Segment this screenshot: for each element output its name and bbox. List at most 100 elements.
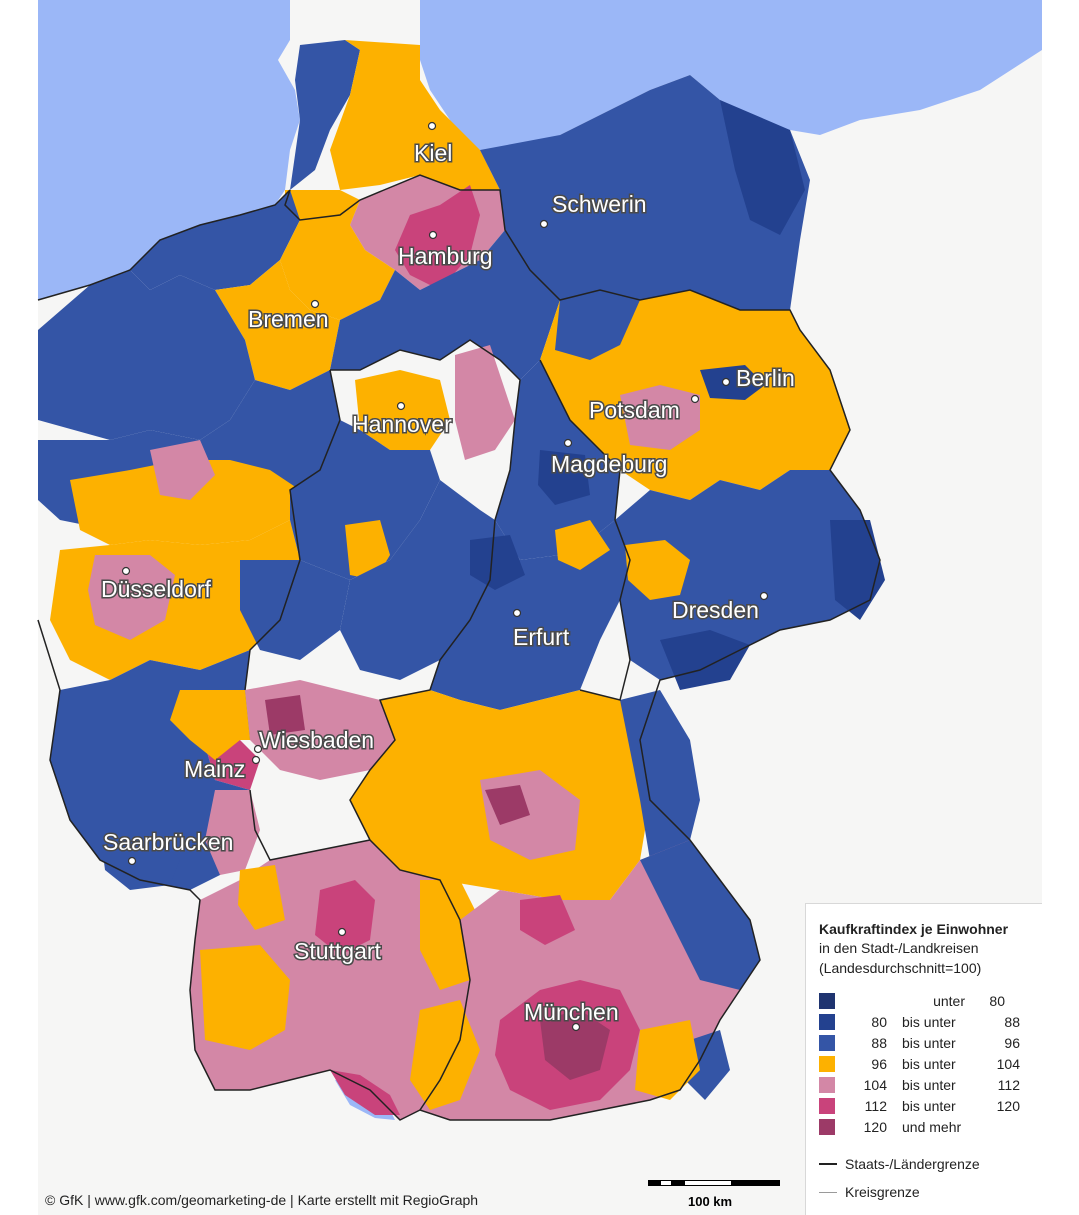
legend-to: 80	[989, 992, 1005, 1009]
region-sh-sw	[285, 190, 360, 220]
region-duesseldorf	[88, 555, 175, 640]
region-bodensee	[330, 1070, 400, 1115]
legend-state-border: Staats-/Ländergrenze	[819, 1155, 1032, 1173]
scale-bar-segment	[660, 1180, 672, 1186]
city-label-dresden: Dresden	[672, 597, 759, 623]
city-marker-bremen	[310, 299, 320, 309]
legend-from: 112	[864, 1097, 887, 1114]
scale-bar-segment	[648, 1180, 660, 1186]
legend-from: 120	[863, 1118, 887, 1135]
legend-swatch	[819, 1055, 835, 1072]
district-border-line	[819, 1191, 837, 1193]
region-pfalz	[205, 790, 260, 875]
region-leipzig	[625, 540, 690, 600]
legend-subtitle-1: in den Stadt-/Landkreisen	[819, 940, 979, 956]
region-stuttgart-core	[315, 880, 375, 955]
map-credit: © GfK | www.gfk.com/geomarketing-de | Ka…	[45, 1192, 479, 1208]
region-ems	[38, 270, 255, 440]
region-ns-northwest	[130, 190, 300, 290]
legend-from: 80	[871, 1013, 887, 1030]
region-nrw-east	[290, 420, 440, 580]
state-border-line	[819, 1163, 837, 1165]
legend-mid: bis unter	[902, 1097, 956, 1114]
region-erlangen	[485, 785, 530, 825]
legend-class-row: 112 bis unter 120	[819, 1095, 1032, 1116]
city-marker-stuttgart	[337, 927, 347, 937]
city-marker-muenchen	[571, 1022, 581, 1032]
legend-class-row: 120 und mehr	[819, 1116, 1032, 1137]
scale-bar-label: 100 km	[688, 1194, 733, 1209]
region-central-north	[330, 230, 560, 380]
city-label-mainz: Mainz	[184, 756, 245, 782]
city-label-saarbruecken: Saarbrücken	[103, 829, 233, 855]
state-border	[37, 174, 881, 1121]
city-marker-kiel	[427, 121, 437, 131]
region-muenchen-core	[540, 1010, 610, 1080]
city-label-hamburg: Hamburg	[398, 243, 493, 269]
legend-mid: bis unter	[902, 1013, 956, 1030]
north-sea	[38, 0, 300, 300]
region-hochtaunus	[265, 695, 305, 735]
legend-mid: unter	[933, 992, 965, 1009]
region-muenster	[150, 440, 215, 500]
city-marker-duesseldorf	[121, 566, 131, 576]
region-prignitz	[555, 290, 640, 360]
legend-mid: bis unter	[902, 1055, 956, 1072]
legend-to: 88	[1004, 1013, 1020, 1030]
legend-class-row: 80 bis unter 88	[819, 1011, 1032, 1032]
city-label-duesseldorf: Düsseldorf	[101, 576, 212, 602]
city-marker-magdeburg	[563, 438, 573, 448]
legend-subtitle-2: (Landesdurchschnitt=100)	[819, 960, 982, 976]
city-label-stuttgart: Stuttgart	[294, 938, 382, 964]
region-sauerland	[240, 560, 350, 660]
city-marker-mainz	[251, 755, 261, 765]
city-marker-dresden	[759, 591, 769, 601]
region-nrw-ruhr	[70, 460, 300, 545]
region-erfurt-ring	[470, 535, 525, 590]
region-sh-west	[290, 40, 360, 190]
legend-to: 104	[996, 1055, 1020, 1072]
legend-swatch	[819, 1118, 835, 1135]
city-marker-wiesbaden	[253, 744, 263, 754]
map-legend: Kaufkraftindex je Einwohner in den Stadt…	[805, 903, 1042, 1215]
city-label-potsdam: Potsdam	[589, 397, 680, 423]
region-berlin	[700, 365, 765, 400]
city-marker-saarbruecken	[127, 856, 137, 866]
region-mv-east	[720, 100, 805, 235]
city-marker-erfurt	[512, 608, 522, 618]
city-label-erfurt: Erfurt	[513, 624, 570, 650]
legend-class-row: 104 bis unter 112	[819, 1074, 1032, 1095]
scale-bar-segment	[732, 1180, 780, 1186]
region-sa-center	[538, 450, 590, 505]
region-niederbayern	[640, 840, 760, 990]
legend-swatch	[819, 992, 835, 1009]
region-oberpfalz	[620, 690, 700, 860]
city-marker-hannover	[396, 401, 406, 411]
city-label-kiel: Kiel	[414, 140, 452, 166]
region-hessen-north	[340, 480, 495, 680]
city-label-berlin: Berlin	[736, 365, 795, 391]
legend-from: 104	[863, 1076, 887, 1093]
region-hannover	[355, 370, 450, 450]
city-label-wiesbaden: Wiesbaden	[259, 727, 374, 753]
legend-class-row: unter 80	[819, 990, 1032, 1011]
region-karlsruhe	[238, 865, 285, 930]
legend-district-border-label: Kreisgrenze	[845, 1184, 920, 1200]
region-schwarzwald	[200, 945, 290, 1050]
state-border-inner	[244, 339, 631, 1111]
legend-class-row: 88 bis unter 96	[819, 1032, 1032, 1053]
legend-from: 96	[871, 1055, 887, 1072]
legend-swatch	[819, 1034, 835, 1051]
legend-title: Kaufkraftindex je Einwohner	[819, 921, 1009, 937]
city-label-muenchen: München	[524, 999, 619, 1025]
city-label-schwerin: Schwerin	[552, 191, 647, 217]
region-chiemgau	[635, 1020, 700, 1100]
legend-to: 112	[997, 1076, 1020, 1093]
region-bw-east	[420, 880, 480, 990]
legend-to: 120	[996, 1097, 1020, 1114]
legend-swatch	[819, 1097, 835, 1114]
city-label-hannover: Hannover	[352, 411, 452, 437]
baltic-sea	[420, 0, 1042, 170]
legend-swatch	[819, 1076, 835, 1093]
